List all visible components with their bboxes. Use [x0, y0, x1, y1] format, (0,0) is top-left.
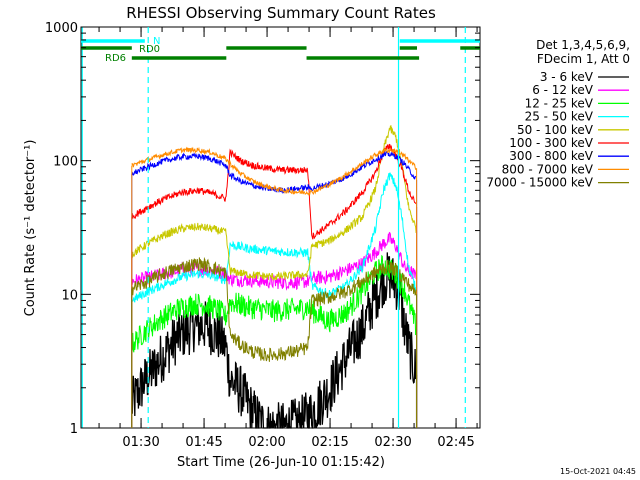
x-tick-label: 01:30: [122, 435, 159, 450]
y-tick-label: 10: [61, 288, 78, 303]
rd6-flag-bar-label: RD6: [105, 53, 126, 64]
legend-label-7000-15000-kev: 7000 - 15000 keV: [486, 176, 593, 190]
y-tick-label: 1000: [45, 21, 78, 36]
legend-label-50-100-kev: 50 - 100 keV: [517, 123, 594, 137]
legend-label-100-300-kev: 100 - 300 keV: [509, 136, 593, 150]
legend: Det 1,3,4,5,6,9, FDecim 1, Att 0 3 - 6 k…: [486, 38, 630, 190]
chart-title: RHESSI Observing Summary Count Rates: [126, 4, 436, 22]
y-tick-label: 1: [70, 422, 78, 437]
series-line-7000-15000-kev: [131, 256, 418, 428]
legend-label-6-12-kev: 6 - 12 keV: [532, 83, 594, 97]
legend-label-25-50-kev: 25 - 50 keV: [525, 110, 594, 124]
x-tick-label: 02:15: [311, 435, 348, 450]
series-layer: [131, 124, 418, 429]
x-tick-label: 02:45: [437, 435, 474, 450]
legend-header-line-1: Det 1,3,4,5,6,9,: [536, 38, 630, 52]
y-tick-label: 100: [53, 155, 78, 170]
x-tick-label: 01:45: [185, 435, 222, 450]
y-axis-label: Count Rate (s⁻¹ detector⁻¹): [23, 140, 38, 317]
series-line-25-50-kev: [131, 172, 418, 428]
saa-lines: [81, 27, 466, 428]
date-stamp: 15-Oct-2021 04:45: [560, 467, 636, 476]
legend-header-line-2: FDecim 1, Att 0: [537, 52, 630, 66]
legend-label-300-800-kev: 300 - 800 keV: [509, 149, 593, 163]
x-tick-label: 02:00: [248, 435, 285, 450]
legend-label-3-6-kev: 3 - 6 keV: [540, 70, 594, 84]
rd0-flag-bar-label: RD0: [139, 44, 160, 55]
legend-label-800-7000-kev: 800 - 7000 keV: [502, 162, 594, 176]
x-tick-label: 02:30: [374, 435, 411, 450]
y-axis-ticks: 1 10 100 1000: [45, 21, 480, 437]
n-flag-bar-label: N: [153, 36, 160, 47]
legend-label-12-25-kev: 12 - 25 keV: [525, 96, 594, 110]
x-axis-ticks: 01:30 01:45 02:00 02:15 02:30 02:45: [98, 27, 478, 450]
x-axis-label: Start Time (26-Jun-10 01:15:42): [177, 455, 385, 470]
